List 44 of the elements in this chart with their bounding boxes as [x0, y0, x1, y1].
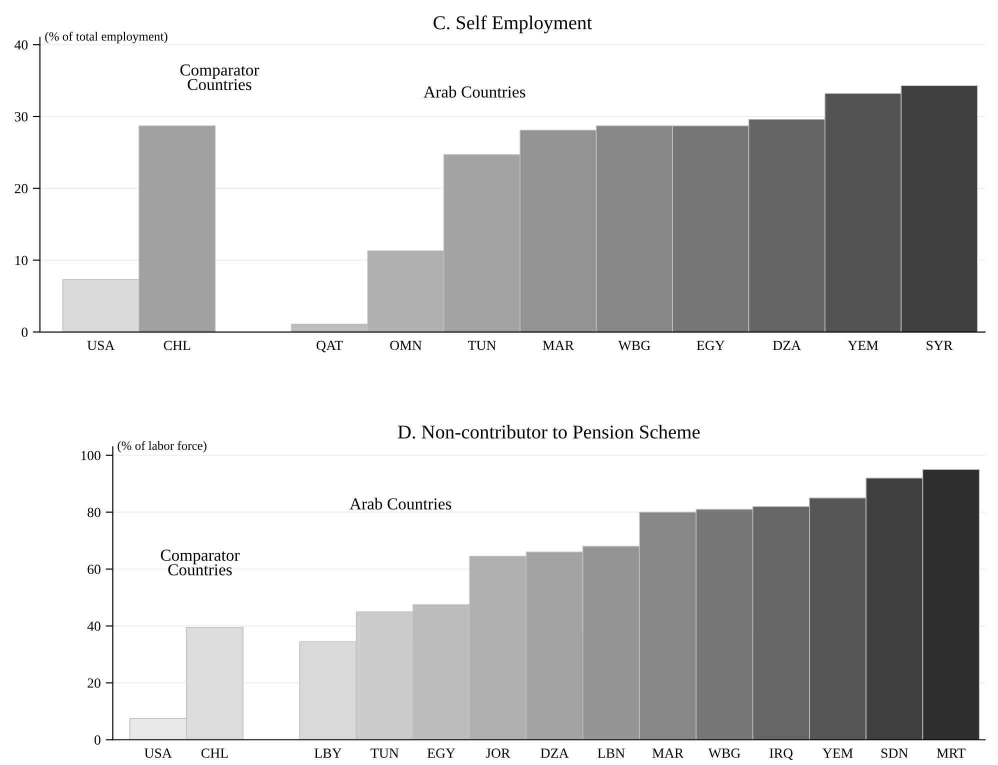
y-tick-label: 20	[14, 184, 28, 194]
x-tick-label: SYR	[926, 340, 953, 350]
y-axis-title: (% of total employment)	[45, 32, 168, 44]
x-tick-label: LBN	[598, 748, 625, 758]
y-tick-label: 40	[14, 40, 28, 50]
annotation: Comparator Countries	[180, 64, 260, 90]
y-tick-label: 100	[81, 450, 100, 460]
x-tick-label: EGY	[696, 340, 725, 350]
y-tick-label: 20	[88, 678, 100, 688]
x-tick-label: MAR	[652, 748, 684, 758]
chart-title: C. Self Employment	[434, 15, 592, 34]
x-tick-label: LBY	[314, 748, 342, 758]
y-tick-label: 0	[22, 328, 28, 337]
x-tick-label: TUN	[468, 340, 496, 350]
x-tick-label: TUN	[370, 748, 399, 758]
x-tick-label: CHL	[201, 748, 228, 758]
x-tick-label: YEM	[822, 748, 853, 758]
x-tick-label: SDN	[881, 748, 908, 758]
annotation: Arab Countries	[350, 498, 452, 510]
x-tick-label: WBG	[618, 340, 650, 350]
x-tick-label: EGY	[427, 748, 456, 758]
x-tick-label: USA	[144, 748, 172, 758]
x-tick-label: YEM	[848, 340, 878, 350]
y-tick-label: 30	[14, 112, 28, 122]
x-tick-label: WBG	[708, 748, 740, 758]
x-tick-label: MRT	[936, 748, 966, 758]
x-tick-label: CHL	[164, 340, 190, 350]
x-tick-label: QAT	[316, 340, 343, 352]
y-tick-label: 0	[94, 735, 100, 745]
x-tick-label: DZA	[772, 340, 802, 350]
x-tick-label: DZA	[540, 748, 569, 758]
y-tick-label: 40	[87, 622, 100, 631]
chart-title: D. Non-contributor to Pension Scheme	[398, 424, 700, 439]
x-tick-label: OMN	[390, 340, 422, 350]
x-tick-label: USA	[87, 340, 115, 350]
annotation: Comparator Countries	[160, 550, 240, 576]
y-axis-title: (% of labor force)	[118, 441, 206, 452]
y-tick-label: 60	[88, 564, 100, 574]
x-tick-label: JOR	[486, 748, 510, 758]
y-tick-label: 80	[88, 508, 100, 518]
annotation: Arab Countries	[424, 86, 526, 98]
y-tick-label: 10	[15, 256, 28, 266]
x-tick-label: MAR	[542, 340, 574, 350]
x-tick-label: IRQ	[770, 748, 793, 760]
